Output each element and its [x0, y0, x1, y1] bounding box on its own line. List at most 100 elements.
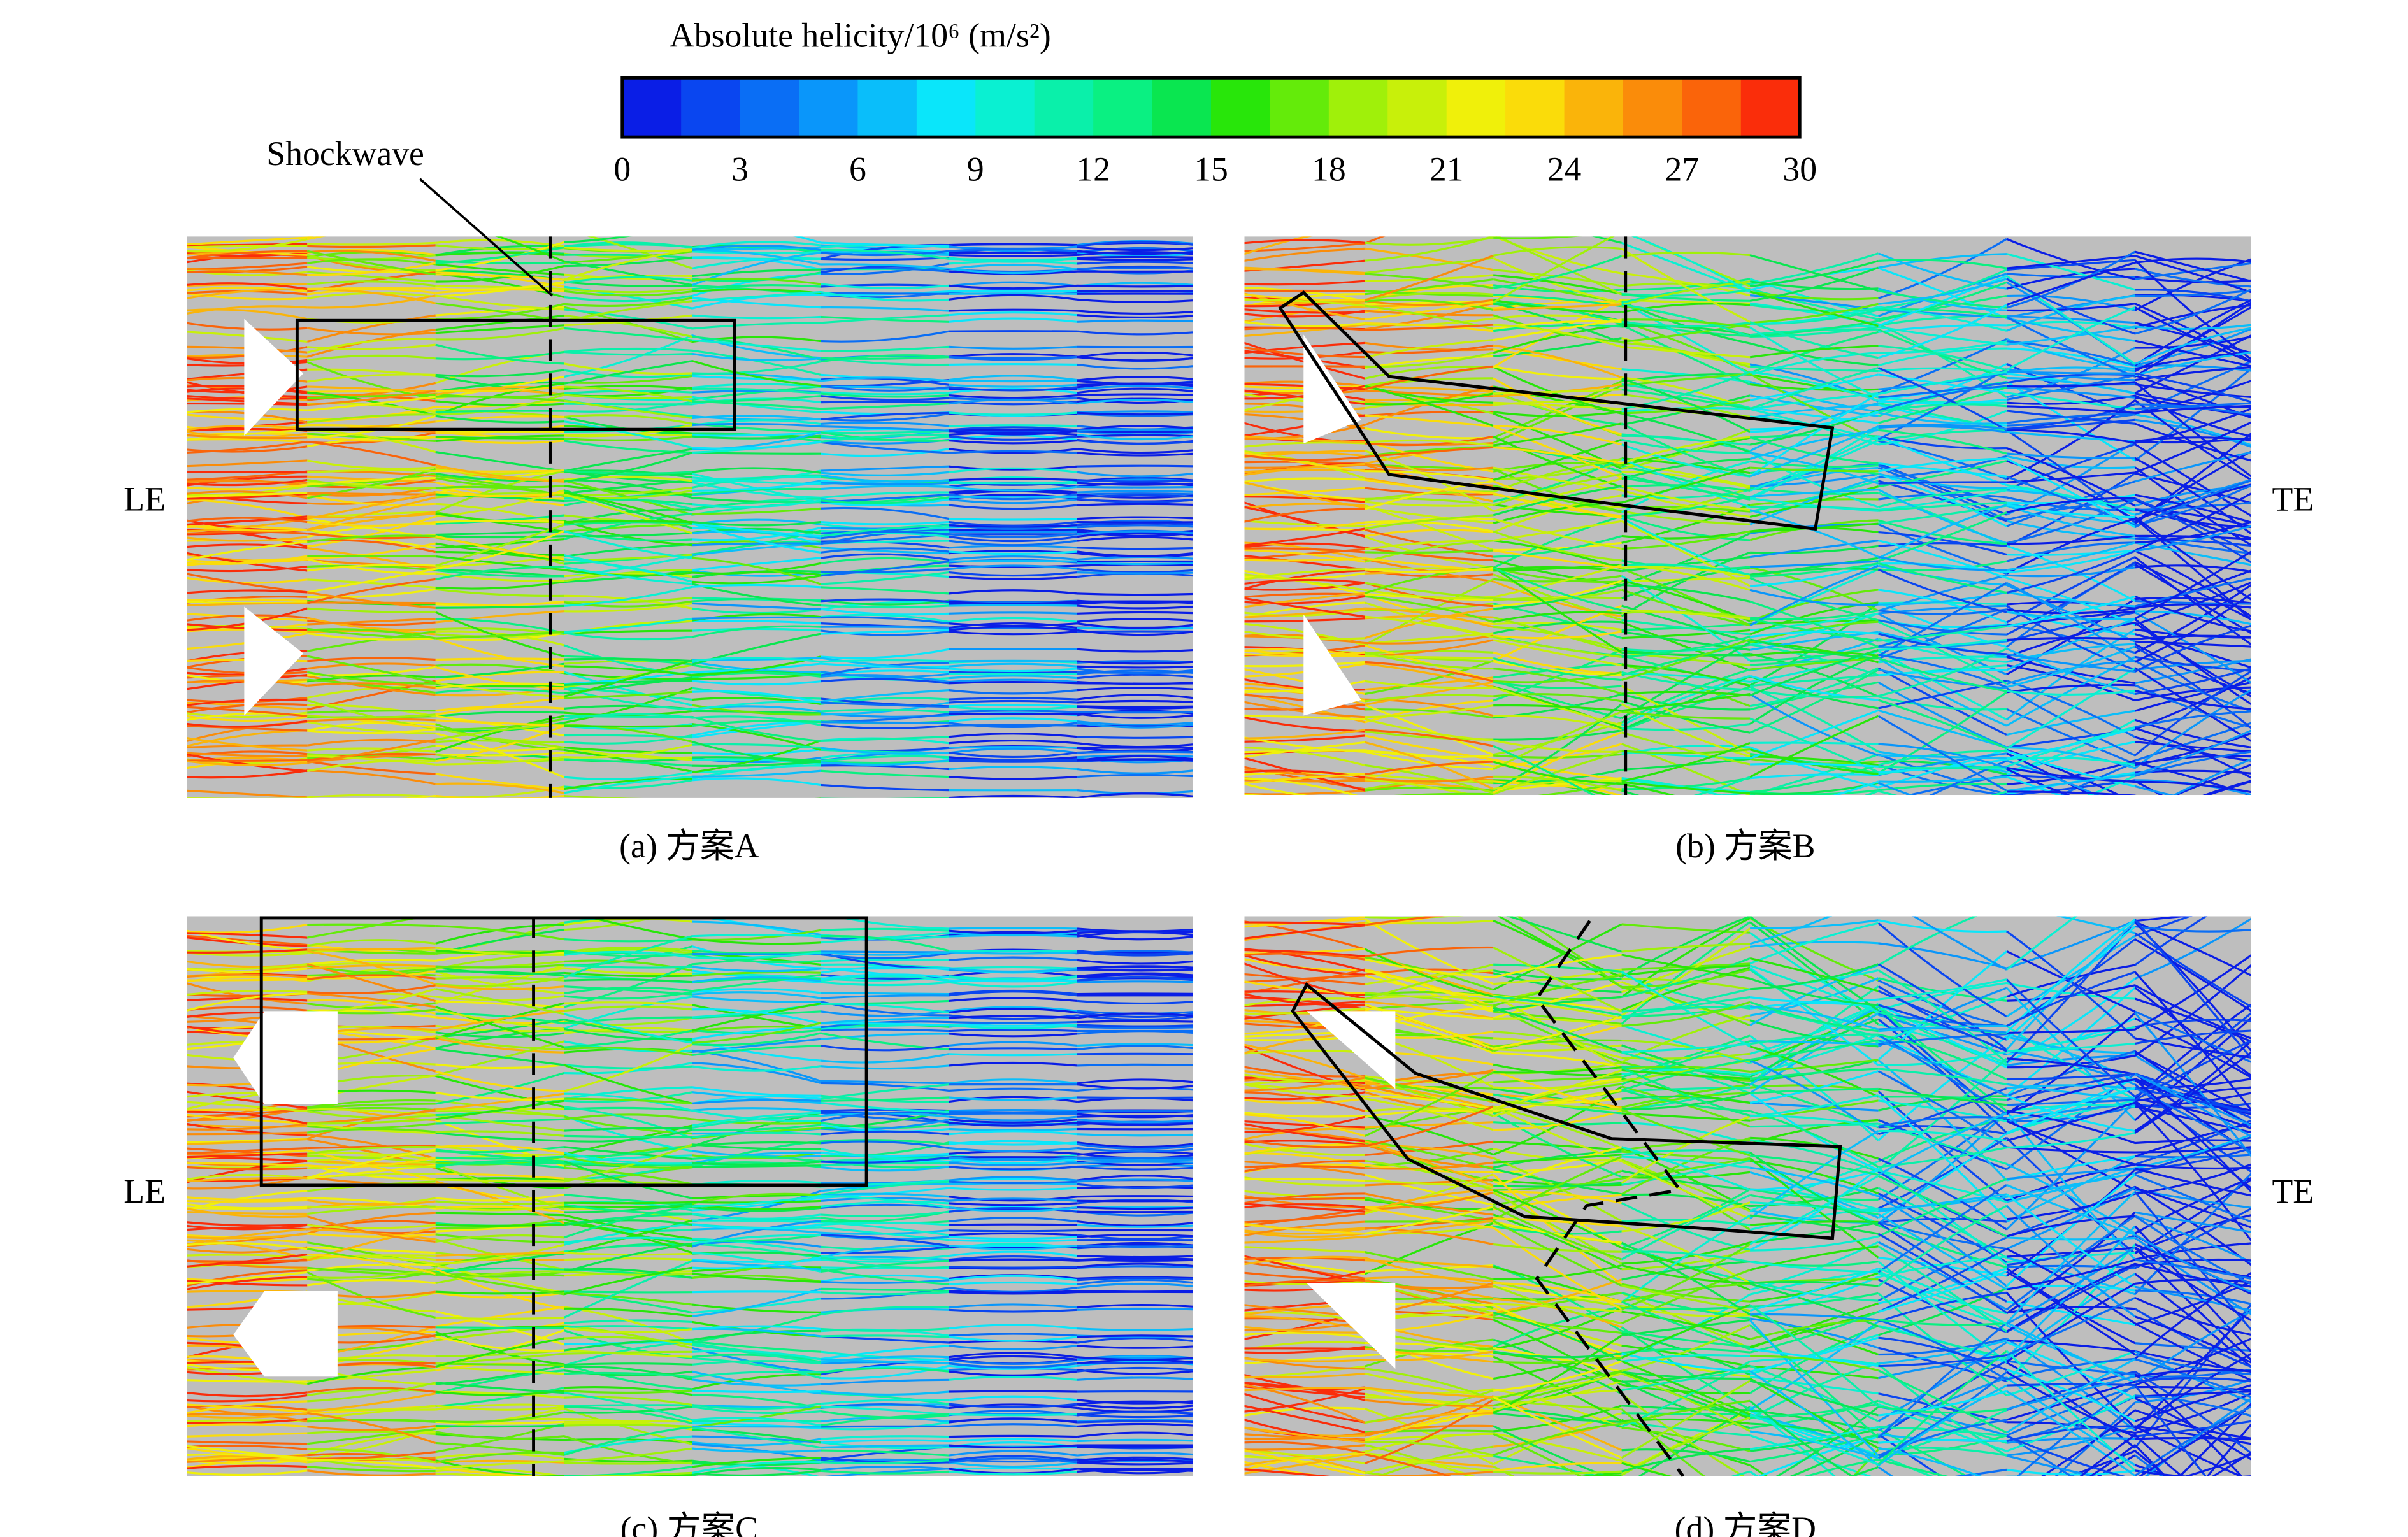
streamline [949, 529, 1078, 532]
streamline [307, 1427, 436, 1461]
streamline [2006, 1321, 2136, 1384]
streamline [2006, 1073, 2135, 1081]
streamline [949, 1232, 1078, 1236]
streamline [187, 1280, 308, 1287]
streamline [1493, 236, 1580, 239]
streamline [692, 680, 821, 686]
streamline [1244, 617, 1365, 623]
streamline [2006, 647, 2135, 696]
streamline [1365, 764, 1494, 794]
streamline [2006, 1259, 2135, 1290]
streamline [1749, 631, 1879, 638]
streamline [307, 390, 436, 406]
streamline [1244, 997, 1365, 1006]
streamline [2006, 1120, 2135, 1166]
streamline [2135, 257, 2251, 264]
streamline [949, 932, 1078, 937]
streamline [2006, 253, 2135, 291]
streamline [1365, 741, 1494, 790]
streamline [435, 1132, 564, 1142]
streamline [187, 1239, 308, 1260]
streamline [949, 247, 1078, 252]
streamline [1493, 1080, 1622, 1090]
streamline [821, 629, 949, 635]
streamline [564, 573, 692, 578]
streamline [2007, 1512, 2135, 1533]
streamline [1493, 1037, 1623, 1059]
streamline [1493, 703, 1623, 792]
streamline [949, 599, 1078, 604]
streamline [2134, 689, 2251, 769]
streamline [1244, 1372, 1365, 1378]
streamline [1077, 1113, 1193, 1119]
streamline [307, 1268, 436, 1279]
streamline [820, 485, 949, 490]
streamline [2006, 636, 2135, 641]
streamline [435, 1063, 564, 1069]
streamline [820, 1140, 949, 1149]
streamline [1244, 1454, 1365, 1475]
streamline [1749, 1464, 1768, 1476]
streamline [187, 322, 308, 331]
streamline [187, 1241, 308, 1250]
streamline [1879, 1497, 2007, 1537]
streamline [187, 1176, 308, 1190]
caption: (b) 方案B [1675, 827, 1815, 865]
streamline [187, 331, 308, 343]
streamline [1493, 1169, 1623, 1206]
blade [233, 1011, 338, 1104]
streamline [435, 682, 564, 689]
streamline [820, 1203, 949, 1209]
streamline [2135, 875, 2263, 892]
streamline [1077, 1420, 1193, 1424]
blade [1307, 1283, 1396, 1369]
streamline [692, 715, 821, 742]
streamline [564, 686, 692, 701]
streamline [1621, 1360, 1751, 1415]
streamline [1749, 1348, 1879, 1368]
streamline [1365, 1159, 1494, 1191]
streamline [820, 314, 949, 324]
streamline [187, 720, 308, 728]
streamline [2006, 680, 2136, 738]
streamline [1365, 566, 1494, 594]
streamline [2006, 687, 2136, 757]
streamline [1749, 1261, 1879, 1273]
streamline [1365, 797, 1493, 801]
streamline [1493, 761, 1622, 785]
streamline [187, 1440, 308, 1445]
streamline [1878, 699, 2007, 750]
streamline [1077, 1166, 1193, 1171]
streamline [1077, 246, 1193, 252]
streamline [2135, 610, 2251, 626]
streamline [821, 764, 949, 771]
streamline [1621, 783, 1675, 796]
streamline [1493, 651, 1622, 675]
streamline [435, 1382, 564, 1394]
streamline [564, 1257, 692, 1261]
streamline [435, 1203, 564, 1212]
streamline [307, 959, 436, 966]
streamline [1852, 1448, 1879, 1476]
streamline [949, 1115, 1078, 1122]
streamline [1077, 592, 1193, 596]
streamline [2135, 1394, 2251, 1417]
streamline [1493, 1312, 1623, 1362]
streamline [1077, 492, 1193, 496]
streamline [1493, 1155, 1623, 1222]
streamline [1877, 715, 2007, 792]
streamline [949, 689, 1078, 695]
streamline [564, 1371, 692, 1378]
streamline [1621, 1139, 1751, 1152]
streamline [1877, 367, 2007, 431]
streamline [949, 1258, 1078, 1262]
streamline [1878, 765, 2007, 769]
streamline [563, 448, 692, 473]
streamline [1493, 1355, 1623, 1422]
streamline [1877, 523, 2007, 575]
streamline [1877, 1094, 2008, 1220]
streamline [1365, 699, 1494, 724]
streamline [820, 1435, 949, 1440]
streamline [1749, 685, 1879, 753]
streamline [1621, 282, 1751, 290]
